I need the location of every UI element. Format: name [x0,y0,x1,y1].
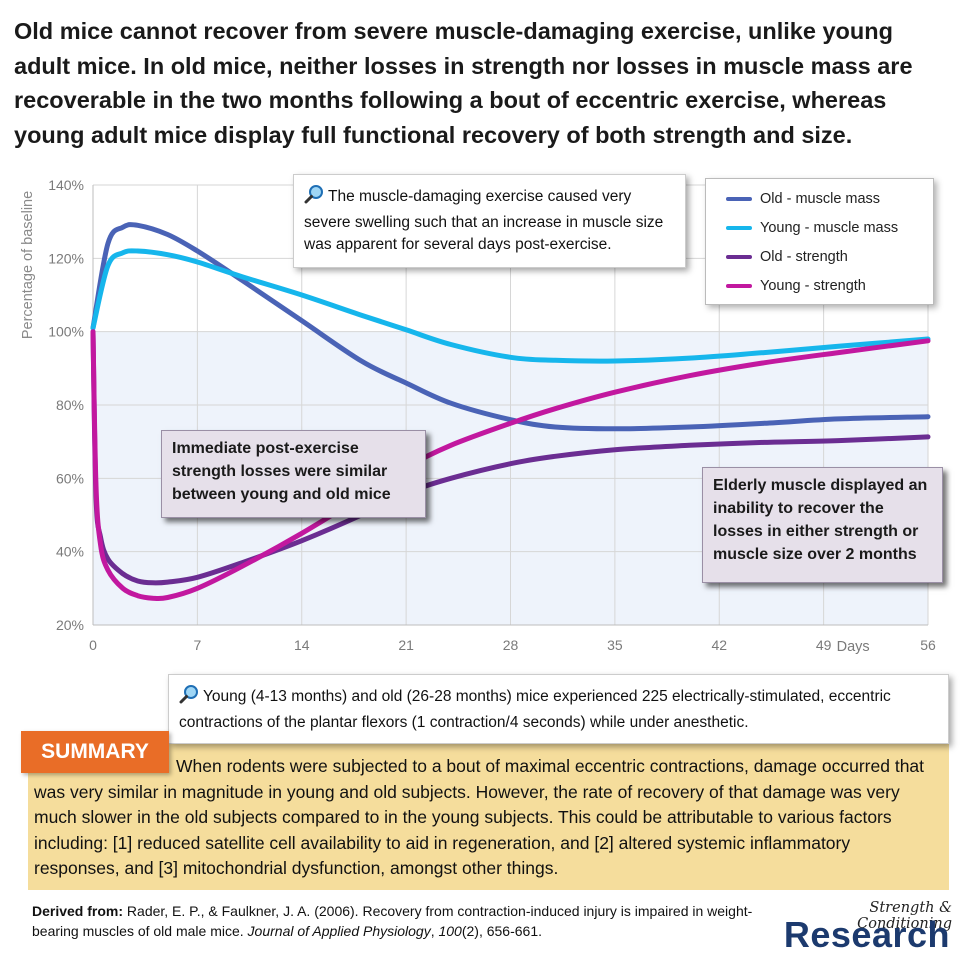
citation-volume: 100 [438,923,462,939]
page-title: Old mice cannot recover from severe musc… [14,18,913,148]
citation-label: Derived from: [32,903,124,919]
x-tick-label: 7 [193,637,201,653]
legend-label: Old - muscle mass [760,191,881,207]
legend-item-old-strength: Old - strength [726,247,848,267]
legend-item-young-strength: Young - strength [726,276,866,296]
x-tick-label: 0 [89,637,97,653]
immediate-loss-annotation: Immediate post-exercise strength losses … [161,430,426,518]
legend-item-old-mass: Old - muscle mass [726,189,880,209]
magnifier-icon [179,684,199,712]
legend-label: Young - muscle mass [760,220,899,236]
magnifier-icon [304,184,324,212]
y-tick-label: 20% [56,617,84,633]
citation: Derived from: Rader, E. P., & Faulkner, … [32,903,753,939]
swelling-callout: The muscle-damaging exercise caused very… [293,174,686,268]
citation-journal: Journal of Applied Physiology [247,923,431,939]
y-tick-label: 80% [56,397,84,413]
citation-pages: (2), 656-661. [461,923,543,939]
logo-wordmark: Research [783,914,950,955]
y-tick-label: 40% [56,544,84,560]
elderly-text: Elderly muscle displayed an inability to… [713,477,928,563]
x-tick-label: 56 [920,637,936,653]
series-old-muscle-mass [90,222,931,432]
elderly-annotation: Elderly muscle displayed an inability to… [702,467,943,583]
summary-label: SUMMARY [21,731,169,773]
y-tick-label: 100% [48,324,84,340]
chart-axes: 20% 40% 60% 80% 100% 120% 140% 0 7 14 21 28 35 42 49 56… [20,177,936,655]
series-young-strength [90,329,931,602]
y-tick-label: 60% [56,470,84,486]
immediate-loss-text: Immediate post-exercise strength losses … [172,440,391,503]
legend-label: Old - strength [760,249,848,265]
series-young-muscle-mass [90,248,931,364]
y-axis-label: Percentage of baseline [20,191,36,339]
y-tick-label: 120% [48,250,84,266]
x-tick-label: 28 [503,637,519,653]
x-tick-label: 21 [398,637,414,653]
legend-swatch [726,197,752,202]
swelling-callout-text: The muscle-damaging exercise caused very… [304,188,664,253]
legend-swatch [726,284,752,289]
x-tick-label: 35 [607,637,623,653]
legend-item-young-mass: Young - muscle mass [726,218,898,238]
chart-series [90,222,931,602]
citation-authors: Rader, E. P., & Faulkner, J. A. (2006). … [32,903,753,939]
x-tick-label: 14 [294,637,310,653]
summary-text: When rodents were subjected to a bout of… [34,756,925,878]
legend-swatch [726,226,752,231]
x-axis-label: Days [837,639,870,655]
series-old-strength [90,329,931,586]
x-tick-label: 42 [711,637,727,653]
legend-swatch [726,255,752,260]
y-tick-label: 140% [48,177,84,193]
x-tick-label: 49 [816,637,832,653]
method-callout-text: Young (4-13 months) and old (26-28 month… [179,688,891,731]
summary-box [28,744,949,890]
chart-legend: Old - muscle mass Young - muscle mass Ol… [705,178,934,305]
legend-label: Young - strength [760,278,866,294]
method-callout: Young (4-13 months) and old (26-28 month… [168,674,949,744]
logo-tagline: Strength & Conditioning [857,900,952,932]
